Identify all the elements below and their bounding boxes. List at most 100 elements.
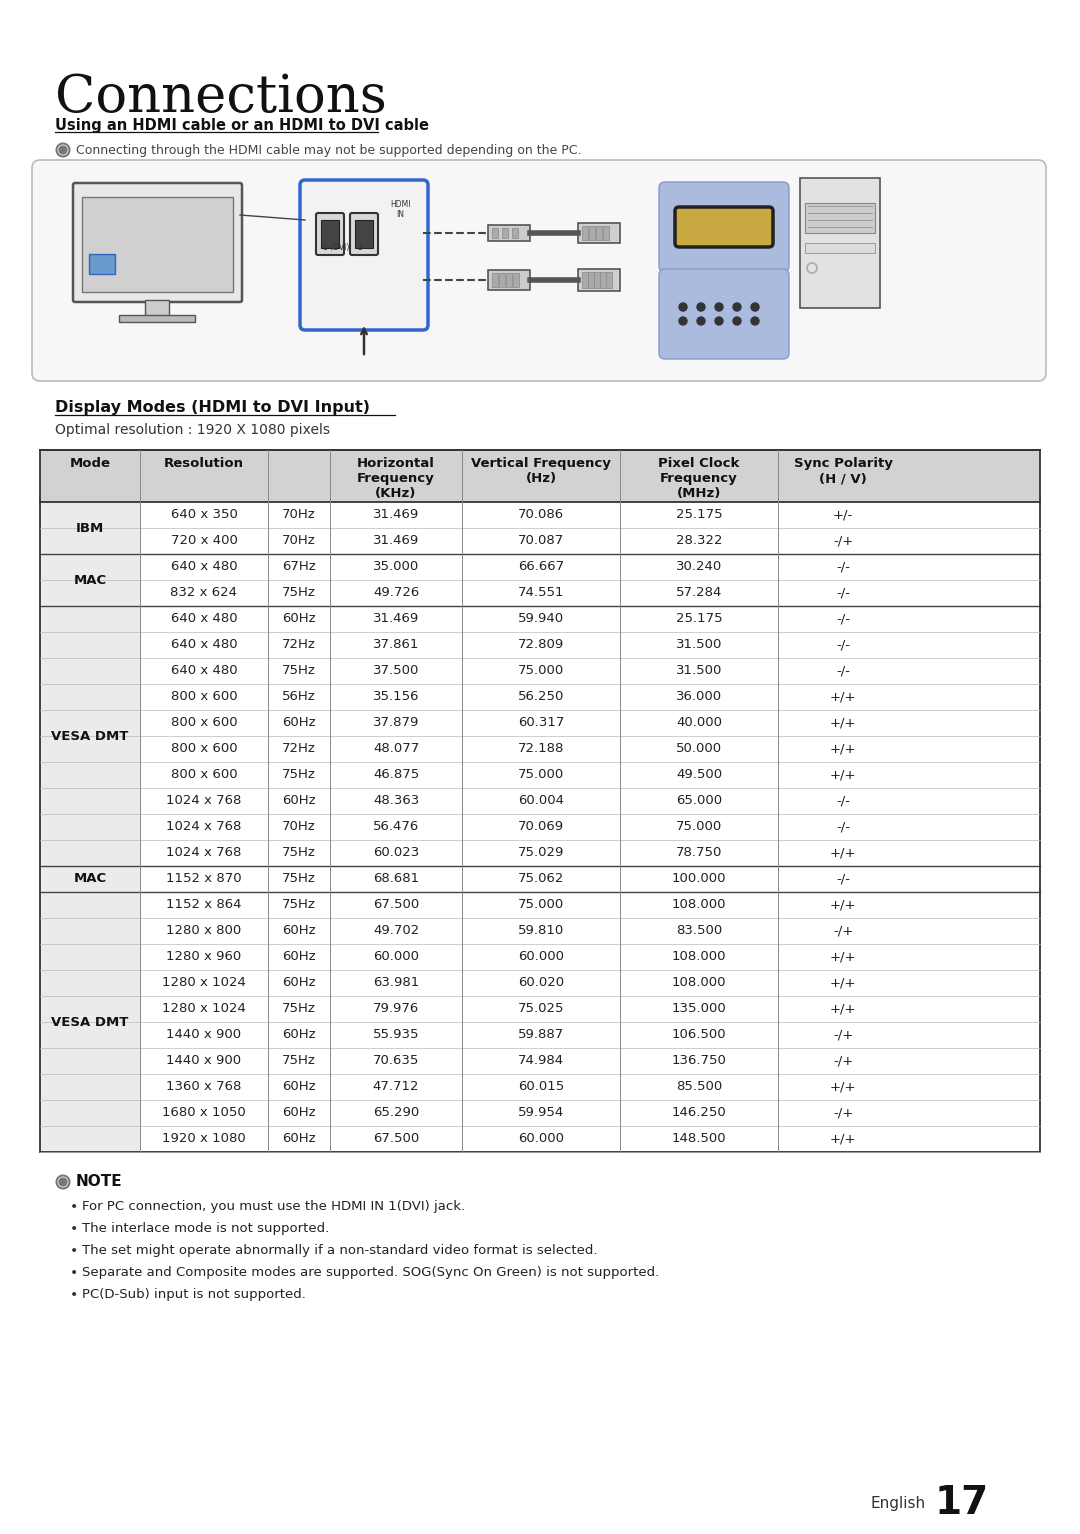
Bar xyxy=(40,658,1040,684)
Text: 49.702: 49.702 xyxy=(373,923,419,937)
Text: 60Hz: 60Hz xyxy=(282,1028,315,1042)
Text: 75Hz: 75Hz xyxy=(282,664,316,676)
Bar xyxy=(40,867,140,891)
Text: -/+: -/+ xyxy=(833,923,853,937)
Text: •: • xyxy=(70,1244,78,1258)
Bar xyxy=(40,502,1040,528)
Bar xyxy=(582,225,588,239)
Bar xyxy=(40,969,1040,996)
Text: Vertical Frequency
(Hz): Vertical Frequency (Hz) xyxy=(471,457,611,485)
Text: 146.250: 146.250 xyxy=(672,1106,727,1118)
Text: 75.000: 75.000 xyxy=(518,897,564,911)
Text: 60Hz: 60Hz xyxy=(282,976,315,989)
Text: 75.000: 75.000 xyxy=(676,821,723,833)
Text: 40.000: 40.000 xyxy=(676,716,723,729)
Bar xyxy=(40,528,1040,554)
Text: 75.000: 75.000 xyxy=(518,664,564,676)
Bar xyxy=(40,996,1040,1022)
Text: +/+: +/+ xyxy=(829,690,856,703)
Text: 78.750: 78.750 xyxy=(676,845,723,859)
Text: 640 x 480: 640 x 480 xyxy=(171,612,238,624)
Bar xyxy=(40,710,1040,736)
Text: 75.062: 75.062 xyxy=(517,871,564,885)
Circle shape xyxy=(733,318,741,325)
Text: 46.875: 46.875 xyxy=(373,769,419,781)
Text: -/-: -/- xyxy=(836,586,850,598)
Circle shape xyxy=(751,304,759,311)
Text: 60.004: 60.004 xyxy=(518,795,564,807)
Bar xyxy=(40,917,1040,943)
Bar xyxy=(40,580,1040,606)
Bar xyxy=(40,736,1040,762)
Text: 66.667: 66.667 xyxy=(518,560,564,574)
Text: +/+: +/+ xyxy=(829,1132,856,1144)
Text: 640 x 480: 640 x 480 xyxy=(171,638,238,650)
Text: -/-: -/- xyxy=(836,871,850,885)
Text: 1024 x 768: 1024 x 768 xyxy=(166,795,242,807)
Bar xyxy=(805,242,875,253)
Text: 75Hz: 75Hz xyxy=(282,586,316,598)
Text: 72.188: 72.188 xyxy=(517,742,564,755)
Text: 72.809: 72.809 xyxy=(518,638,564,650)
Bar xyxy=(492,273,498,287)
Text: 75Hz: 75Hz xyxy=(282,1054,316,1068)
Circle shape xyxy=(733,304,741,311)
Bar xyxy=(355,219,373,249)
Circle shape xyxy=(697,304,705,311)
Text: 67.500: 67.500 xyxy=(373,897,419,911)
Text: 50.000: 50.000 xyxy=(676,742,723,755)
Text: 640 x 480: 640 x 480 xyxy=(171,664,238,676)
Bar xyxy=(40,1100,1040,1126)
FancyBboxPatch shape xyxy=(659,183,789,272)
FancyBboxPatch shape xyxy=(300,179,428,330)
Text: 1152 x 870: 1152 x 870 xyxy=(166,871,242,885)
Text: 75Hz: 75Hz xyxy=(282,769,316,781)
Text: 2: 2 xyxy=(357,242,362,252)
Text: 59.954: 59.954 xyxy=(518,1106,564,1118)
Text: 60.317: 60.317 xyxy=(517,716,564,729)
Text: 1360 x 768: 1360 x 768 xyxy=(166,1080,242,1094)
Bar xyxy=(40,1074,1040,1100)
Bar xyxy=(89,255,114,275)
FancyBboxPatch shape xyxy=(32,160,1047,380)
FancyBboxPatch shape xyxy=(659,268,789,359)
Text: 108.000: 108.000 xyxy=(672,950,726,963)
Text: +/+: +/+ xyxy=(829,897,856,911)
Text: 800 x 600: 800 x 600 xyxy=(171,716,238,729)
Text: MAC: MAC xyxy=(73,873,107,885)
Circle shape xyxy=(697,318,705,325)
FancyBboxPatch shape xyxy=(73,183,242,302)
Text: 1920 x 1080: 1920 x 1080 xyxy=(162,1132,246,1144)
Bar xyxy=(145,301,168,316)
Text: 35.156: 35.156 xyxy=(373,690,419,703)
Text: 60Hz: 60Hz xyxy=(282,795,315,807)
Text: Separate and Composite modes are supported. SOG(Sync On Green) is not supported.: Separate and Composite modes are support… xyxy=(82,1266,659,1279)
Text: Sync Polarity
(H / V): Sync Polarity (H / V) xyxy=(794,457,892,485)
Text: 67Hz: 67Hz xyxy=(282,560,315,574)
Text: •: • xyxy=(70,1200,78,1213)
Text: 60Hz: 60Hz xyxy=(282,950,315,963)
Text: +/+: +/+ xyxy=(829,769,856,781)
Bar xyxy=(40,943,1040,969)
Bar xyxy=(499,273,505,287)
Text: 70.087: 70.087 xyxy=(518,534,564,548)
Text: IBM: IBM xyxy=(76,522,104,534)
Bar xyxy=(40,684,1040,710)
Bar xyxy=(603,225,609,239)
Text: 1 (DVI): 1 (DVI) xyxy=(323,242,349,252)
Bar xyxy=(40,1048,1040,1074)
Text: 108.000: 108.000 xyxy=(672,897,726,911)
Bar xyxy=(40,632,1040,658)
Bar xyxy=(502,229,508,238)
Text: 75.029: 75.029 xyxy=(517,845,564,859)
Text: 1280 x 1024: 1280 x 1024 xyxy=(162,1002,246,1016)
Text: Using an HDMI cable or an HDMI to DVI cable: Using an HDMI cable or an HDMI to DVI ca… xyxy=(55,118,429,133)
Text: 60Hz: 60Hz xyxy=(282,1080,315,1094)
Text: 31.469: 31.469 xyxy=(373,534,419,548)
FancyBboxPatch shape xyxy=(316,213,345,255)
Text: •: • xyxy=(70,1223,78,1236)
Text: 25.175: 25.175 xyxy=(676,612,723,624)
Circle shape xyxy=(715,304,723,311)
Text: VESA DMT: VESA DMT xyxy=(52,1016,129,1028)
Text: Display Modes (HDMI to DVI Input): Display Modes (HDMI to DVI Input) xyxy=(55,400,370,416)
